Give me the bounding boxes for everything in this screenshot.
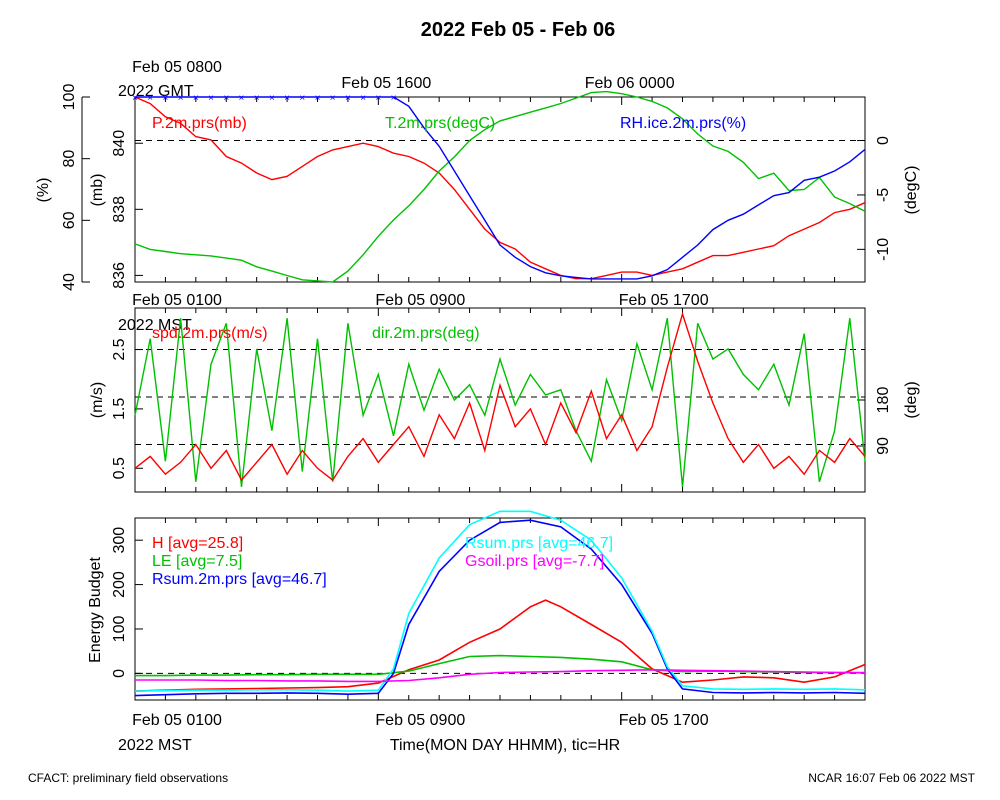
rh-saturation-marker: × bbox=[147, 93, 153, 104]
rh-axis-tick-label: 40 bbox=[61, 273, 78, 291]
rh-saturation-marker: × bbox=[162, 93, 168, 104]
speed-axis-tick-label: 1.5 bbox=[111, 398, 128, 420]
series-line-red-middle bbox=[134, 311, 866, 482]
energy-axis-label: Energy Budget bbox=[87, 557, 104, 663]
bottom-axis-tick-label: Feb 05 0900 bbox=[375, 712, 465, 729]
legend-red-top: P.2m.prs(mb) bbox=[152, 115, 247, 132]
middle-axis-tick-label: Feb 05 0100 bbox=[132, 292, 222, 309]
pressure-axis-tick-label: 838 bbox=[111, 196, 128, 223]
x-axis-label: Time(MON DAY HHMM), tic=HR bbox=[390, 737, 620, 754]
direction-axis-tick-label: 90 bbox=[875, 437, 892, 455]
chart-title: 2022 Feb 05 - Feb 06 bbox=[421, 19, 616, 41]
middle-axis-tick-label: Feb 05 1700 bbox=[619, 292, 709, 309]
rh-axis-label: (%) bbox=[35, 178, 52, 203]
top-axis-tick-label: Feb 05 1600 bbox=[341, 75, 431, 92]
pressure-axis-tick-label: 840 bbox=[111, 130, 128, 157]
legend-green-middle: dir.2m.prs(deg) bbox=[372, 325, 480, 342]
rh-saturation-marker: × bbox=[223, 93, 229, 104]
series-line-green-middle bbox=[134, 318, 866, 487]
rh-saturation-marker: × bbox=[284, 93, 290, 104]
legend-green-top: T.2m.prs(degC) bbox=[385, 115, 495, 132]
series-line-red-top bbox=[134, 96, 866, 280]
legend-blue-bottom: Rsum.2m.prs [avg=46.7] bbox=[152, 571, 327, 588]
series-line-cyan-bottom bbox=[134, 510, 866, 692]
legend-green-bottom: LE [avg=7.5] bbox=[152, 553, 242, 570]
rh-saturation-marker: × bbox=[330, 93, 336, 104]
rh-saturation-marker: × bbox=[391, 93, 397, 104]
rh-axis-tick-label: 100 bbox=[61, 84, 78, 111]
speed-axis-tick-label: 0.5 bbox=[111, 457, 128, 479]
bottom-axis-tick-label: Feb 05 1700 bbox=[619, 712, 709, 729]
energy-axis-tick-label: 100 bbox=[111, 616, 128, 643]
speed-axis-label: (m/s) bbox=[89, 382, 106, 418]
footer-right: NCAR 16:07 Feb 06 2022 MST bbox=[808, 771, 975, 785]
direction-axis-label: (deg) bbox=[903, 381, 920, 418]
rh-saturation-marker: × bbox=[254, 93, 260, 104]
series-line-green-top bbox=[134, 90, 866, 283]
rh-saturation-marker: × bbox=[178, 93, 184, 104]
series-line-blue-top bbox=[135, 96, 866, 280]
top-axis-year-label-gmt: 2022 GMT bbox=[118, 83, 194, 100]
legend-red-bottom: H [avg=25.8] bbox=[152, 535, 243, 552]
temp-axis-tick-label: 0 bbox=[875, 136, 892, 145]
rh-saturation-marker: × bbox=[269, 93, 275, 104]
series-line-magenta-bottom bbox=[135, 668, 865, 683]
rh-saturation-marker: × bbox=[193, 93, 199, 104]
energy-axis-tick-label: 300 bbox=[111, 527, 128, 554]
speed-axis-tick-label: 2.5 bbox=[111, 338, 128, 360]
rh-saturation-marker: × bbox=[375, 93, 381, 104]
direction-axis-tick-label: 180 bbox=[875, 387, 892, 414]
series-line-blue-bottom bbox=[134, 519, 866, 697]
energy-axis-tick-label: 200 bbox=[111, 571, 128, 598]
rh-axis-tick-label: 80 bbox=[61, 150, 78, 168]
rh-saturation-marker: × bbox=[315, 93, 321, 104]
rh-saturation-marker: × bbox=[345, 93, 351, 104]
rh-saturation-marker: × bbox=[239, 93, 245, 104]
legend-blue-top: RH.ice.2m.prs(%) bbox=[620, 115, 746, 132]
legend-magenta-bottom: Gsoil.prs [avg=-7.7] bbox=[465, 553, 604, 570]
top-axis-tick-label: Feb 06 0000 bbox=[585, 75, 675, 92]
rh-saturation-marker: × bbox=[132, 93, 138, 104]
bottom-axis-year-label: 2022 MST bbox=[118, 737, 192, 754]
middle-axis-year-label: 2022 MST bbox=[118, 317, 192, 334]
bottom-axis-tick-label: Feb 05 0100 bbox=[132, 712, 222, 729]
temp-axis-label: (degC) bbox=[903, 166, 920, 215]
legend-red-middle: spd.2m.prs(m/s) bbox=[152, 325, 268, 342]
middle-axis-tick-label: Feb 05 0900 bbox=[375, 292, 465, 309]
rh-saturation-marker: × bbox=[208, 93, 214, 104]
legend-cyan-bottom: Rsum.prs [avg=46.7] bbox=[465, 535, 613, 552]
pressure-axis-label: (mb) bbox=[89, 174, 106, 207]
panels: Feb 05 0800 Feb 05 1600 Feb 06 0000 Feb 05 … bbox=[35, 59, 920, 754]
rh-axis-tick-label: 60 bbox=[61, 211, 78, 229]
rh-saturation-marker: × bbox=[299, 93, 305, 104]
energy-axis-tick-label: 0 bbox=[111, 669, 128, 678]
series-line-red-bottom bbox=[134, 599, 866, 692]
rh-saturation-marker: × bbox=[360, 93, 366, 104]
pressure-axis-tick-label: 836 bbox=[111, 262, 128, 289]
footer-left: CFACT: preliminary field observations bbox=[28, 771, 228, 785]
temp-axis-tick-label: -5 bbox=[875, 188, 892, 202]
temp-axis-tick-label: -10 bbox=[875, 238, 892, 261]
top-axis-tick-label: Feb 05 0800 bbox=[132, 59, 222, 76]
